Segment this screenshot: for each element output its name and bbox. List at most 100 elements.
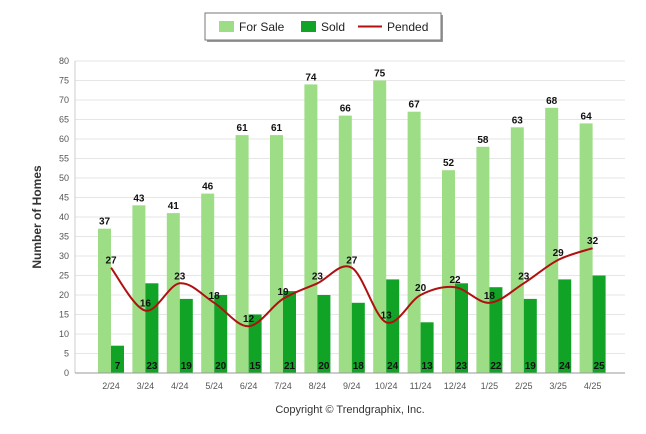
y-tick-label: 35 bbox=[59, 232, 69, 242]
x-tick-label: 5/24 bbox=[205, 381, 223, 391]
x-tick-label: 3/24 bbox=[137, 381, 155, 391]
data-label-for-sale: 46 bbox=[202, 182, 214, 193]
x-tick-label: 1/25 bbox=[481, 381, 499, 391]
data-label-pended: 13 bbox=[381, 310, 393, 321]
y-tick-label: 55 bbox=[59, 154, 69, 164]
data-label-sold: 19 bbox=[525, 361, 537, 372]
y-tick-label: 10 bbox=[59, 329, 69, 339]
x-tick-label: 12/24 bbox=[444, 381, 467, 391]
bar-for-sale bbox=[338, 115, 352, 373]
data-label-for-sale: 66 bbox=[340, 104, 352, 115]
x-tick-label: 10/24 bbox=[375, 381, 398, 391]
data-label-pended: 23 bbox=[518, 271, 530, 282]
y-tick-label: 15 bbox=[59, 310, 69, 320]
y-tick-label: 65 bbox=[59, 115, 69, 125]
x-tick-label: 3/25 bbox=[549, 381, 567, 391]
bar-sold bbox=[455, 283, 468, 373]
bar-for-sale bbox=[201, 193, 215, 373]
data-label-for-sale: 75 bbox=[374, 69, 386, 80]
data-labels: 37 7 43 23 41 19 46 20 61 15 61 21 74 20 66 18 75 24 67 13 5… bbox=[99, 69, 605, 373]
data-label-sold: 21 bbox=[284, 361, 296, 372]
y-tick-label: 70 bbox=[59, 95, 69, 105]
data-label-pended: 29 bbox=[553, 248, 565, 259]
bar-for-sale bbox=[545, 107, 559, 374]
data-label-sold: 24 bbox=[387, 361, 399, 372]
y-axis-label: Number of Homes bbox=[30, 165, 44, 269]
bar-sold bbox=[489, 287, 503, 373]
bar-sold bbox=[523, 298, 537, 373]
data-label-sold: 20 bbox=[318, 361, 330, 372]
bar-sold bbox=[420, 322, 434, 373]
data-label-sold: 23 bbox=[456, 361, 468, 372]
y-tick-label: 40 bbox=[59, 212, 69, 222]
bar-sold bbox=[386, 279, 400, 373]
data-label-pended: 18 bbox=[209, 291, 221, 302]
data-label-sold: 20 bbox=[215, 361, 227, 372]
data-label-sold: 23 bbox=[146, 361, 158, 372]
bar-sold bbox=[317, 295, 331, 373]
x-axis: 2/24 3/24 4/24 5/24 6/24 7/24 8/24 9/24 10/24 11/… bbox=[75, 372, 625, 391]
bar-for-sale bbox=[235, 135, 249, 373]
bar-for-sale bbox=[373, 80, 387, 373]
legend-label-sold: Sold bbox=[321, 20, 345, 34]
bar-for-sale bbox=[510, 127, 524, 373]
bar-for-sale bbox=[476, 146, 490, 373]
data-label-for-sale: 61 bbox=[271, 123, 283, 134]
data-label-for-sale: 74 bbox=[305, 72, 317, 83]
x-tick-label: 2/25 bbox=[515, 381, 533, 391]
bars bbox=[98, 80, 606, 374]
data-label-pended: 23 bbox=[174, 271, 186, 282]
bar-sold bbox=[558, 279, 572, 373]
data-label-pended: 19 bbox=[277, 287, 289, 298]
pended-line bbox=[110, 247, 593, 328]
bar-for-sale bbox=[579, 123, 593, 374]
data-label-pended: 23 bbox=[312, 271, 324, 282]
y-tick-label: 80 bbox=[59, 56, 69, 66]
x-tick-label: 6/24 bbox=[240, 381, 258, 391]
y-tick-label: 5 bbox=[64, 349, 69, 359]
data-label-for-sale: 63 bbox=[512, 115, 524, 126]
legend-label-for-sale: For Sale bbox=[239, 20, 285, 34]
data-label-for-sale: 68 bbox=[546, 96, 558, 107]
data-label-sold: 19 bbox=[181, 361, 193, 372]
bar-for-sale bbox=[270, 135, 283, 373]
data-label-sold: 13 bbox=[422, 361, 434, 372]
data-label-sold: 22 bbox=[490, 361, 502, 372]
bar-for-sale bbox=[442, 170, 455, 373]
legend-label-pended: Pended bbox=[387, 20, 428, 34]
data-label-pended: 32 bbox=[587, 236, 599, 247]
data-label-for-sale: 64 bbox=[581, 111, 593, 122]
legend-box bbox=[204, 12, 442, 41]
data-label-sold: 24 bbox=[559, 361, 571, 372]
bar-for-sale bbox=[98, 228, 111, 373]
x-tick-label: 11/24 bbox=[410, 381, 432, 391]
y-tick-label: 30 bbox=[59, 251, 69, 261]
y-tick-label: 0 bbox=[64, 368, 69, 378]
data-label-for-sale: 37 bbox=[99, 217, 111, 228]
bar-sold bbox=[179, 298, 193, 373]
bar-for-sale bbox=[132, 205, 146, 373]
bar-sold bbox=[248, 314, 262, 373]
pended-series-line bbox=[110, 247, 593, 328]
x-tick-label: 4/25 bbox=[584, 381, 602, 391]
bar-sold bbox=[592, 275, 606, 373]
data-label-pended: 27 bbox=[105, 256, 117, 267]
data-label-for-sale: 58 bbox=[477, 135, 489, 146]
y-tick-label: 75 bbox=[59, 76, 69, 86]
data-label-sold: 25 bbox=[594, 361, 606, 372]
y-tick-label: 60 bbox=[59, 134, 69, 144]
data-label-sold: 18 bbox=[353, 361, 365, 372]
y-tick-label: 25 bbox=[59, 271, 69, 281]
data-label-pended: 20 bbox=[415, 283, 427, 294]
x-tick-label: 9/24 bbox=[343, 381, 361, 391]
bar-sold bbox=[351, 302, 365, 373]
x-tick-label: 4/24 bbox=[171, 381, 189, 391]
legend-swatch-for-sale bbox=[219, 21, 234, 32]
x-tick-label: 7/24 bbox=[274, 381, 292, 391]
data-label-for-sale: 67 bbox=[409, 100, 421, 111]
y-axis: 0 5 10 15 20 25 30 35 40 45 50 55 60 65 70 75 80 bbox=[59, 56, 76, 378]
data-label-pended: 22 bbox=[449, 275, 461, 286]
bar-sold bbox=[214, 295, 228, 373]
data-label-for-sale: 43 bbox=[133, 193, 145, 204]
data-label-sold: 15 bbox=[250, 361, 262, 372]
